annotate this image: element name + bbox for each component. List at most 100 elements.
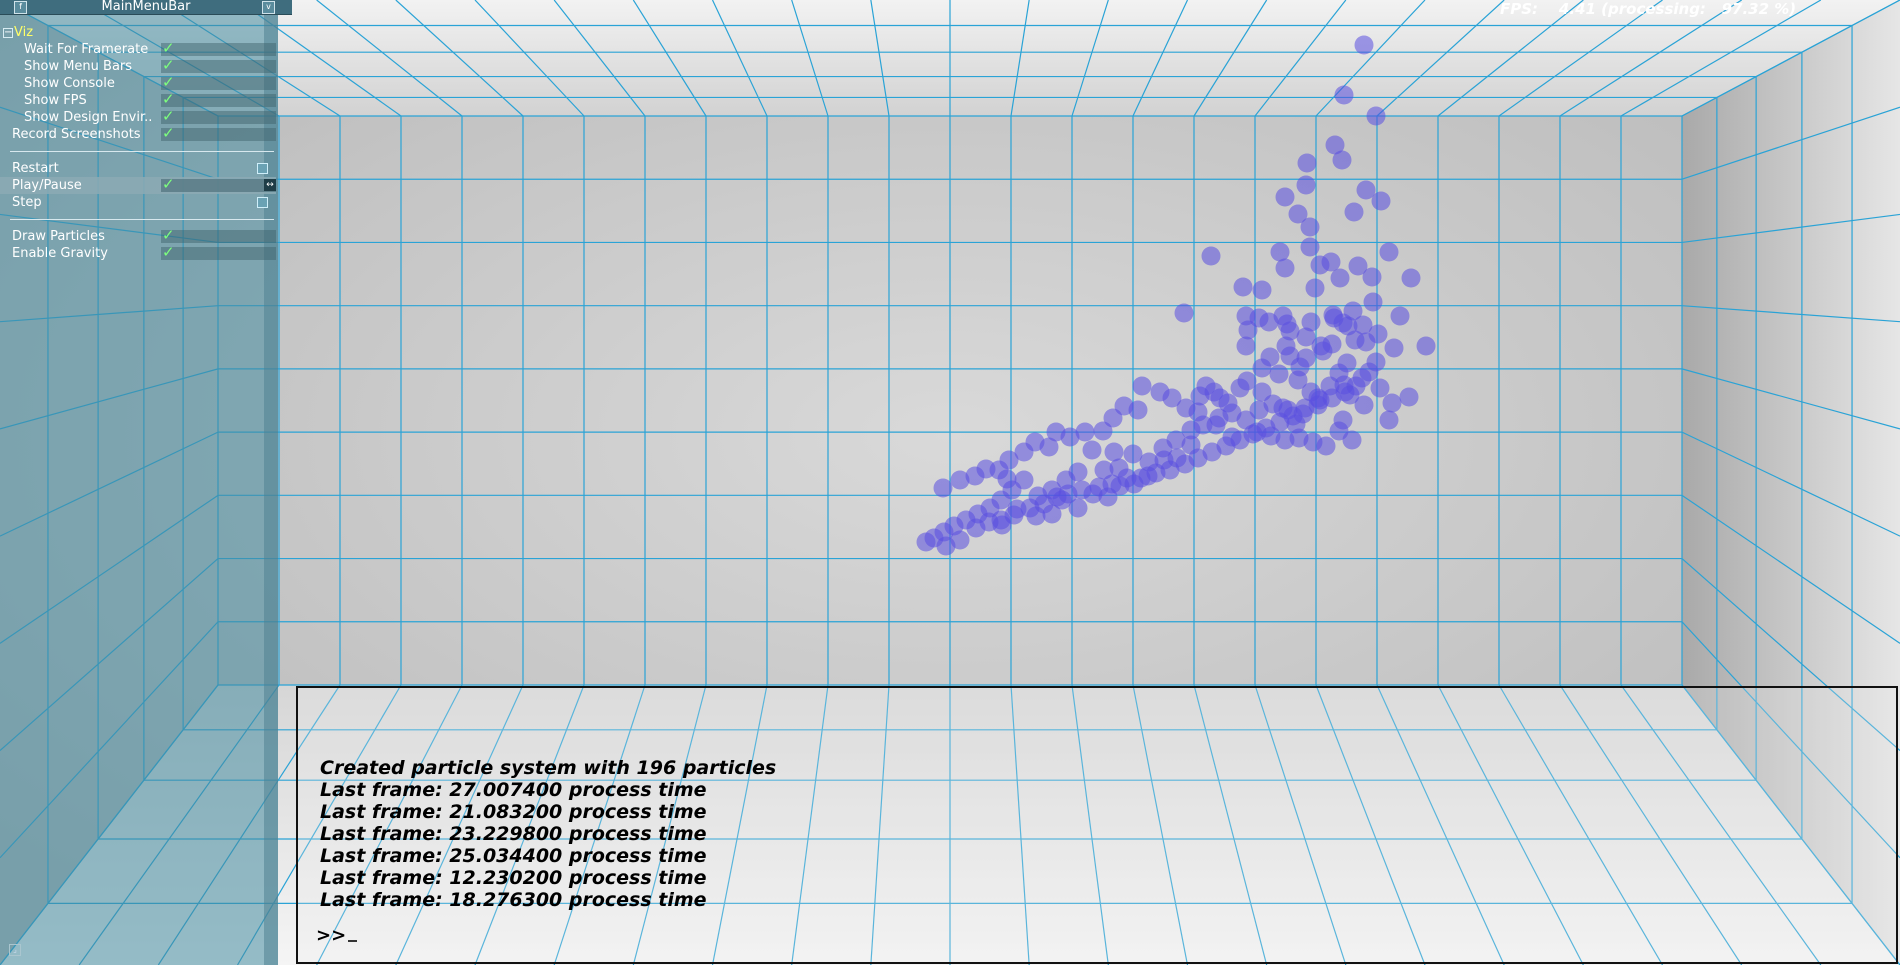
grid-line [1010, 684, 1030, 965]
check-icon[interactable]: ✓ [162, 243, 175, 261]
check-icon[interactable]: ✓ [162, 226, 175, 244]
particle [1348, 256, 1368, 276]
menu-scroll-rail[interactable] [264, 0, 278, 965]
particles [916, 35, 1436, 556]
grid-line [1681, 305, 1900, 323]
particle [1280, 346, 1300, 366]
check-icon[interactable]: ✓ [162, 124, 175, 142]
console-panel[interactable] [296, 686, 1898, 964]
particle [1296, 348, 1316, 368]
grid-line [1681, 558, 1900, 752]
grid-line [1681, 213, 1900, 244]
grid-line [632, 684, 707, 965]
menu-item-enable-gravity[interactable]: Enable Gravity ✓ [0, 243, 276, 262]
grid-line [1559, 0, 1742, 117]
particle [1322, 334, 1342, 354]
check-icon[interactable]: ✓ [162, 73, 175, 91]
checkbox-field [161, 43, 276, 56]
grid-line [1132, 684, 1189, 965]
particle [1344, 202, 1364, 222]
collapse-minus-icon[interactable]: − [3, 27, 13, 38]
particle [1270, 242, 1290, 262]
grid-line [474, 684, 585, 965]
particle [1093, 421, 1113, 441]
particle [1332, 150, 1352, 170]
menu-item-wait-for-framerate[interactable]: Wait For Framerate ✓ [0, 39, 276, 58]
particle [1233, 277, 1253, 297]
checkbox-field [161, 230, 276, 243]
grid-line [1681, 106, 1900, 180]
particle [1370, 378, 1390, 398]
particle [1210, 388, 1230, 408]
particle [1236, 306, 1256, 326]
step-button[interactable]: Step [0, 194, 276, 211]
button-box-icon[interactable] [257, 197, 268, 208]
particle [1346, 376, 1366, 396]
particle [1252, 358, 1272, 378]
particle [1379, 242, 1399, 262]
particle [1363, 292, 1383, 312]
fps-readout: FPS: 4.41 (processing: 97.32 %) [1500, 0, 1797, 18]
grid-line [1681, 621, 1900, 859]
restart-button[interactable]: Restart [0, 160, 276, 177]
play-pause-toggle[interactable]: Play/Pause ✓ ↔ [0, 175, 276, 194]
check-icon[interactable]: ✓ [162, 90, 175, 108]
particle [1366, 352, 1386, 372]
particle [1401, 268, 1421, 288]
grid-line [1254, 0, 1347, 117]
check-icon[interactable]: ✓ [162, 39, 175, 57]
grid-line [316, 684, 463, 965]
particle [1014, 442, 1034, 462]
checkbox-field [161, 77, 276, 90]
particle [1323, 305, 1343, 325]
pin-icon[interactable]: f [14, 1, 27, 14]
console-line: Last frame: 12.230200 process time [320, 867, 707, 889]
particle [1330, 268, 1350, 288]
button-box-icon[interactable] [257, 163, 268, 174]
grid-line [395, 0, 524, 117]
grid-line [1071, 684, 1109, 965]
particle [1247, 422, 1267, 442]
particle [1082, 440, 1102, 460]
checkbox-field [161, 94, 276, 107]
particle [1275, 258, 1295, 278]
menu-item-show-console[interactable]: Show Console ✓ [0, 73, 276, 92]
particle [1286, 414, 1306, 434]
particle [1042, 504, 1062, 524]
menu-item-label: Show FPS [24, 93, 87, 108]
particle [1379, 410, 1399, 430]
resize-arrows-icon[interactable]: ↔ [264, 179, 276, 191]
grid-line [553, 0, 646, 117]
viz-group-header[interactable]: − Viz [0, 25, 276, 41]
viz-group-label: Viz [14, 25, 34, 40]
particle [1056, 470, 1076, 490]
check-icon[interactable]: ✓ [162, 175, 175, 193]
menu-titlebar[interactable]: f MainMenuBar v [0, 0, 292, 15]
menu-item-show-menu-bars[interactable]: Show Menu Bars ✓ [0, 56, 276, 75]
menu-separator [10, 151, 274, 152]
particle [1269, 364, 1289, 384]
grid-line [870, 0, 890, 117]
check-icon[interactable]: ✓ [162, 56, 175, 74]
grid-line [1193, 684, 1268, 965]
menu-item-record-screenshots[interactable]: Record Screenshots ✓ [0, 124, 276, 143]
particle [1007, 499, 1027, 519]
particle [1275, 430, 1295, 450]
particle [1273, 398, 1293, 418]
grid-line [1681, 368, 1900, 430]
menu-item-show-fps[interactable]: Show FPS ✓ [0, 90, 276, 109]
particle [1201, 246, 1221, 266]
resize-corner-icon[interactable]: ⌟ [9, 944, 21, 956]
particle [1300, 217, 1320, 237]
checkbox-field [161, 60, 276, 73]
particle [1280, 321, 1300, 341]
console-input-cursor[interactable] [348, 940, 357, 942]
grid-line [791, 0, 829, 117]
particle [1103, 408, 1123, 428]
particle [1316, 436, 1336, 456]
particle [1296, 175, 1316, 195]
menu-item-show-design-environment[interactable]: Show Design Envir.. ✓ [0, 107, 276, 126]
check-icon[interactable]: ✓ [162, 107, 175, 125]
collapse-icon[interactable]: v [262, 1, 275, 14]
menu-item-draw-particles[interactable]: Draw Particles ✓ [0, 226, 276, 245]
